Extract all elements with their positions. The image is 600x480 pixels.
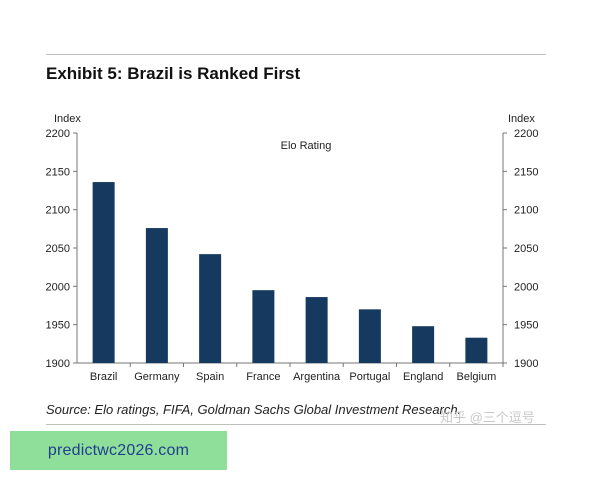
category-label-england: England xyxy=(403,371,443,383)
series-label: Elo Rating xyxy=(281,140,332,152)
category-label-belgium: Belgium xyxy=(457,371,497,383)
left-tick-label: 2000 xyxy=(46,281,70,293)
site-badge-text[interactable]: predictwc2026.com xyxy=(47,441,190,459)
left-tick-label: 2200 xyxy=(46,128,70,140)
bottom-divider xyxy=(46,424,546,425)
bar-spain xyxy=(199,254,222,363)
bar-portugal xyxy=(358,309,381,363)
right-tick-label: 2050 xyxy=(514,243,538,255)
left-tick-label: 2050 xyxy=(46,243,70,255)
category-label-germany: Germany xyxy=(134,371,180,383)
left-tick-label: 2150 xyxy=(46,166,70,178)
right-axis-label: Index xyxy=(508,113,535,125)
category-label-argentina: Argentina xyxy=(293,371,341,383)
left-tick-label: 1900 xyxy=(46,358,70,370)
right-tick-label: 2100 xyxy=(514,205,538,217)
right-tick-label: 1900 xyxy=(514,358,538,370)
top-divider xyxy=(46,54,546,55)
watermark: 知乎 @三个逗号 xyxy=(440,410,535,425)
right-tick-label: 1950 xyxy=(514,320,538,332)
category-label-portugal: Portugal xyxy=(349,371,390,383)
category-label-spain: Spain xyxy=(196,371,224,383)
left-tick-label: 2100 xyxy=(46,205,70,217)
bar-england xyxy=(412,326,435,363)
bar-france xyxy=(252,290,275,363)
left-tick-label: 1950 xyxy=(46,320,70,332)
site-badge[interactable]: predictwc2026.com xyxy=(10,431,227,470)
bar-brazil xyxy=(92,182,115,363)
right-tick-label: 2000 xyxy=(514,281,538,293)
exhibit-title: Exhibit 5: Brazil is Ranked First xyxy=(46,64,301,83)
bar-argentina xyxy=(305,297,328,363)
right-tick-label: 2150 xyxy=(514,166,538,178)
bar-germany xyxy=(145,228,168,363)
source-note: Source: Elo ratings, FIFA, Goldman Sachs… xyxy=(46,402,462,417)
category-label-france: France xyxy=(246,371,280,383)
bar-belgium xyxy=(465,337,488,363)
left-axis-label: Index xyxy=(54,113,81,125)
right-tick-label: 2200 xyxy=(514,128,538,140)
category-label-brazil: Brazil xyxy=(90,371,118,383)
